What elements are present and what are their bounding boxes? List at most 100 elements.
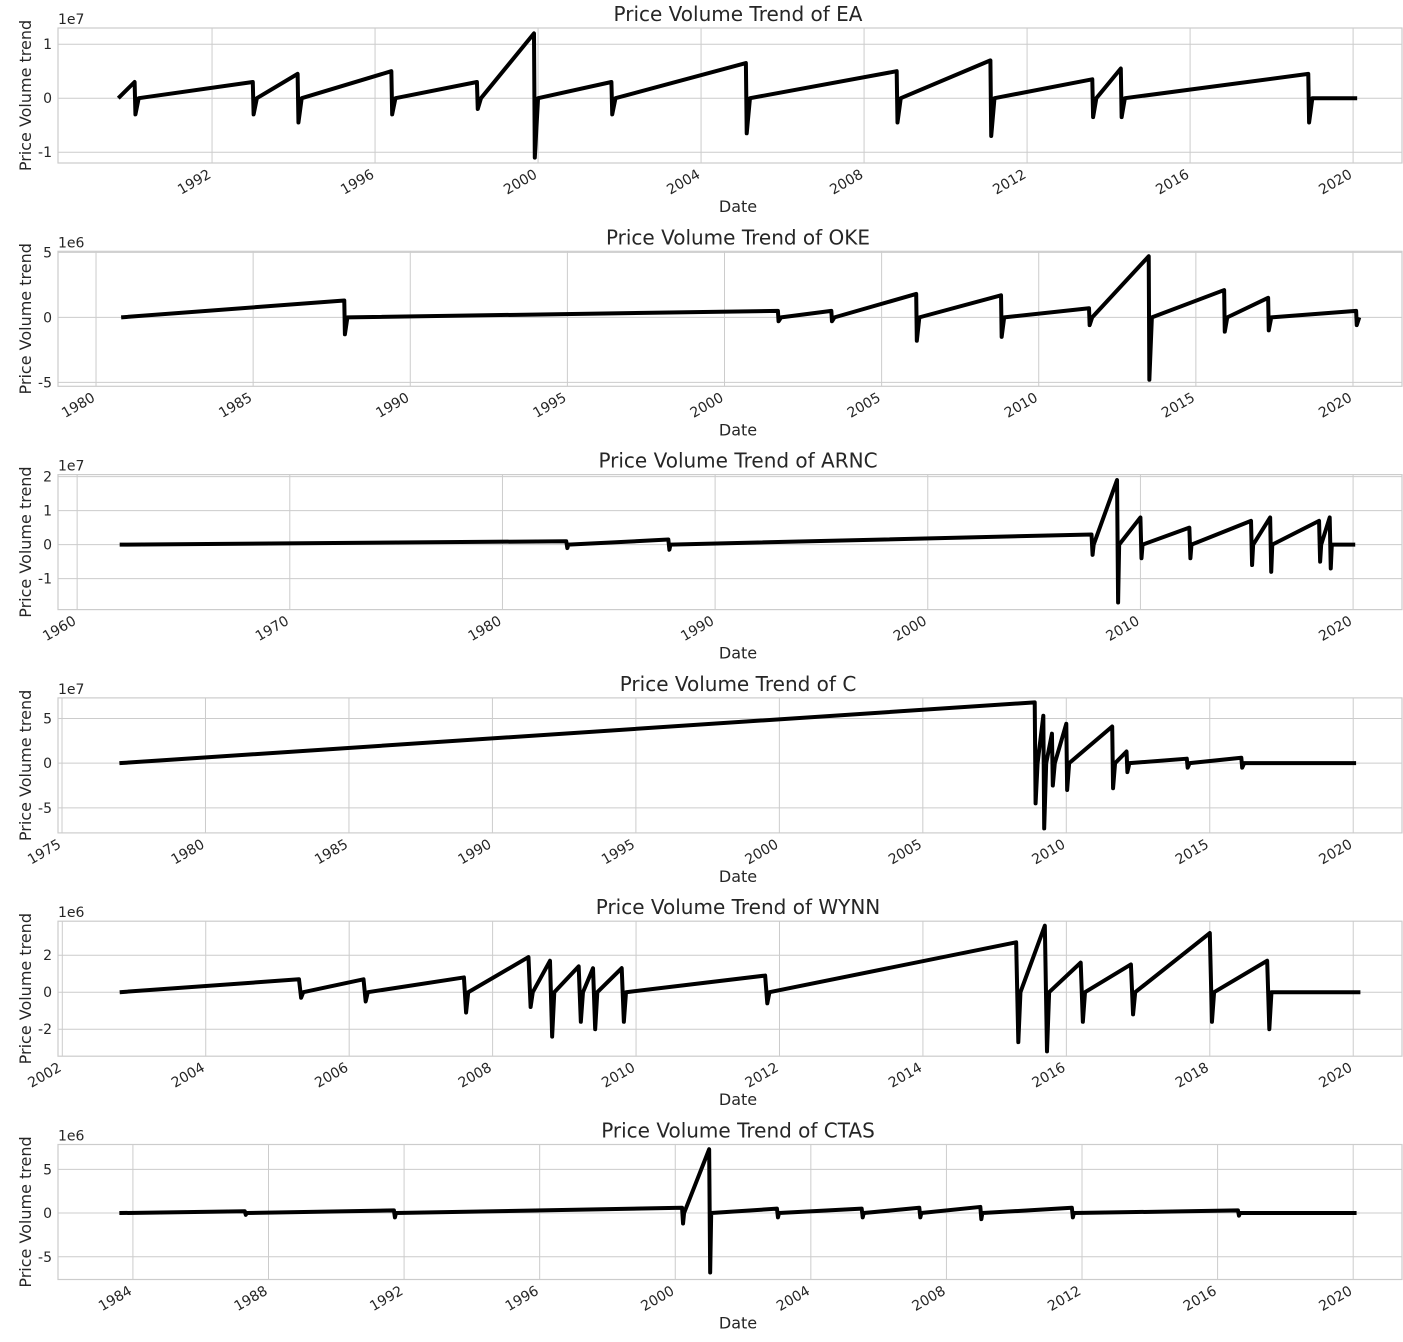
plot-area <box>116 31 1358 160</box>
y-offset-label: 1e6 <box>58 235 85 251</box>
x-tick-label: 2014 <box>886 1060 925 1092</box>
x-tick-label: 2005 <box>845 390 884 422</box>
x-tick-label: 2004 <box>664 167 703 199</box>
x-tick-label: 2000 <box>688 390 727 422</box>
y-axis-label: Price Volume trend <box>16 913 35 1064</box>
x-tick-label: 1980 <box>466 613 505 645</box>
axes-frame <box>57 250 1403 387</box>
y-offset-label: 1e7 <box>58 12 84 28</box>
x-axis-label: Date <box>719 1090 757 1109</box>
chart-title: Price Volume Trend of C <box>620 672 857 696</box>
x-tick-label: 2012 <box>743 1060 782 1092</box>
axes-frame <box>57 27 1403 164</box>
price-volume-line <box>119 700 1357 831</box>
x-axis-label: Date <box>719 867 757 886</box>
x-tick-label: 2004 <box>169 1060 208 1092</box>
price-volume-line <box>119 478 1356 605</box>
y-tick-label: 2 <box>43 948 52 964</box>
y-axis-label: Price Volume trend <box>16 20 35 171</box>
x-tick-label: 2020 <box>1316 613 1355 645</box>
chart-title: Price Volume Trend of OKE <box>606 225 870 249</box>
x-tick-label: 1960 <box>40 613 79 645</box>
y-tick-label: 5 <box>43 245 52 261</box>
x-tick-label: 2010 <box>599 1060 638 1092</box>
y-tick-label: 1 <box>43 504 52 520</box>
x-tick-label: 1992 <box>367 1283 406 1315</box>
x-tick-label: 2000 <box>891 613 930 645</box>
x-tick-label: 2005 <box>886 837 925 869</box>
x-tick-label: 2012 <box>990 167 1029 199</box>
chart-title: Price Volume Trend of CTAS <box>601 1119 875 1143</box>
axes-frame <box>57 697 1403 834</box>
y-axis-label: Price Volume trend <box>16 243 35 394</box>
y-offset-label: 1e7 <box>58 682 84 698</box>
x-tick-label: 2004 <box>774 1283 813 1315</box>
x-tick-label: 2020 <box>1316 167 1355 199</box>
y-axis-label: Price Volume trend <box>16 1136 35 1287</box>
y-tick-label: 0 <box>43 91 52 107</box>
x-tick-label: 2000 <box>638 1283 677 1315</box>
y-tick-label: -5 <box>38 1250 52 1266</box>
y-tick-label: 2 <box>43 470 52 486</box>
y-tick-label: -2 <box>38 1022 52 1038</box>
x-tick-label: 2000 <box>742 837 781 869</box>
x-tick-label: 1985 <box>312 837 351 869</box>
x-tick-label: 2010 <box>1002 390 1041 422</box>
x-tick-label: 2015 <box>1173 837 1212 869</box>
x-tick-label: 2008 <box>456 1060 495 1092</box>
y-tick-label: 0 <box>43 985 52 1001</box>
axes-frame <box>57 474 1403 611</box>
y-tick-label: 5 <box>43 711 52 727</box>
plot-area <box>121 254 1362 382</box>
x-tick-label: 2020 <box>1316 390 1355 422</box>
axes-frame <box>57 1143 1403 1281</box>
x-tick-label: 1996 <box>338 167 377 199</box>
y-tick-label: -5 <box>38 801 52 817</box>
y-tick-label: -1 <box>38 572 52 588</box>
x-tick-label: 2020 <box>1316 1060 1355 1092</box>
x-tick-label: 2015 <box>1159 390 1198 422</box>
x-tick-label: 2016 <box>1181 1283 1220 1315</box>
y-offset-label: 1e6 <box>58 1129 85 1145</box>
y-offset-label: 1e7 <box>58 459 84 475</box>
y-axis-label: Price Volume trend <box>16 690 35 841</box>
x-tick-label: 1995 <box>531 390 570 422</box>
x-axis-label: Date <box>719 1314 757 1333</box>
chart-title: Price Volume Trend of EA <box>614 2 863 26</box>
plot-area <box>119 478 1356 605</box>
y-tick-label: 0 <box>43 1206 52 1222</box>
chart-title: Price Volume Trend of ARNC <box>598 449 877 473</box>
x-tick-label: 2016 <box>1029 1060 1068 1092</box>
x-tick-label: 1990 <box>456 837 495 869</box>
x-tick-label: 1984 <box>96 1283 135 1315</box>
price-volume-line <box>119 923 1361 1054</box>
x-tick-label: 2020 <box>1316 837 1355 869</box>
x-tick-label: 2020 <box>1316 1283 1355 1315</box>
x-tick-label: 2008 <box>827 167 866 199</box>
x-tick-label: 1970 <box>253 613 292 645</box>
y-tick-label: -5 <box>38 375 52 391</box>
x-tick-label: 1988 <box>232 1283 271 1315</box>
plot-area <box>119 700 1357 831</box>
x-axis-label: Date <box>719 420 757 439</box>
x-tick-label: 2000 <box>501 167 540 199</box>
y-axis-label: Price Volume trend <box>16 466 35 617</box>
chart-title: Price Volume Trend of WYNN <box>596 895 881 919</box>
x-axis-label: Date <box>719 644 757 663</box>
y-tick-label: 0 <box>43 756 52 772</box>
x-tick-label: 2006 <box>312 1060 351 1092</box>
price-volume-line <box>116 31 1358 160</box>
y-tick-label: 0 <box>43 538 52 554</box>
x-tick-label: 1980 <box>59 390 98 422</box>
x-tick-label: 2010 <box>1029 837 1068 869</box>
plot-area <box>119 923 1361 1054</box>
y-tick-label: 0 <box>43 310 52 326</box>
x-tick-label: 1990 <box>373 390 412 422</box>
x-tick-label: 2016 <box>1153 167 1192 199</box>
x-tick-label: 1985 <box>216 390 255 422</box>
x-tick-label: 1996 <box>503 1283 542 1315</box>
x-tick-label: 2018 <box>1173 1060 1212 1092</box>
x-tick-label: 2008 <box>910 1283 949 1315</box>
x-tick-label: 1980 <box>169 837 208 869</box>
